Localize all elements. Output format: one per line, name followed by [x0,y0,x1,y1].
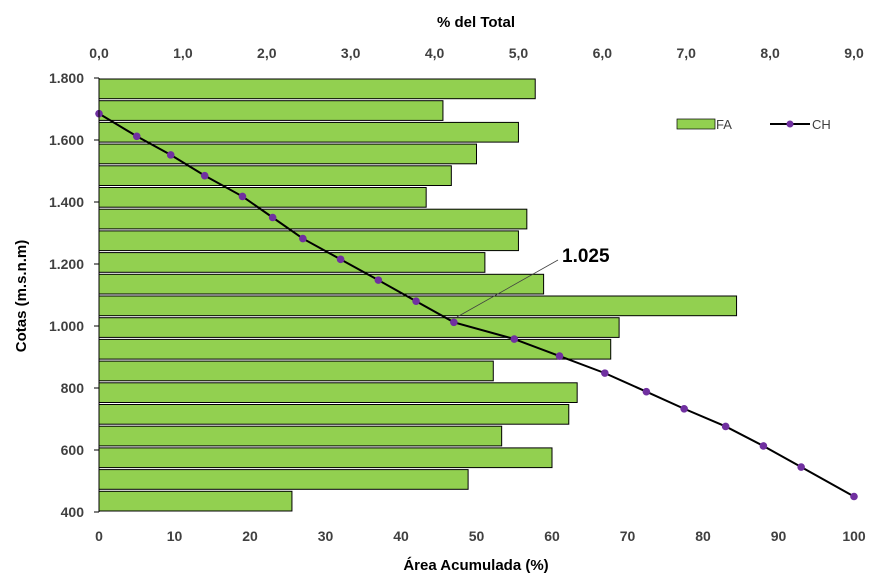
line-ch-point [374,276,383,284]
line-ch-point [601,369,609,377]
legend-label-fa: FA [716,117,732,132]
top-tick-label: 4,0 [425,45,445,61]
line-ch-point [510,335,519,343]
line-ch-point [555,352,564,360]
top-tick-label: 2,0 [257,45,277,61]
bar-fa [98,317,620,338]
y-tick-label: 1.200 [49,256,84,272]
top-tick-label: 3,0 [341,45,361,61]
y-tick-labels: 400 600 800 1.000 1.200 1.400 1.600 1.800 [49,70,99,520]
bottom-tick-label: 20 [242,528,258,544]
line-ch-point [759,442,768,450]
bottom-axis-title: Área Acumulada (%) [403,557,548,574]
bottom-tick-label: 60 [544,528,560,544]
line-ch-point [132,132,141,141]
bar-fa [98,490,293,512]
line-ch-point [336,255,345,264]
line-ch-point [200,171,209,180]
bar-fa [98,425,503,447]
legend-marker-ch [786,120,794,128]
bar-fa [98,360,494,382]
line-ch-point [268,213,277,222]
bottom-tick-label: 100 [842,528,866,544]
bar-fa [98,338,612,360]
y-tick-label: 1.000 [49,318,84,334]
line-ch-point [680,404,688,413]
bar-fa [98,382,578,403]
top-tick-label: 7,0 [676,45,696,61]
line-ch-point [450,318,458,327]
legend-swatch-fa [676,118,716,130]
line-ch-point [721,422,730,431]
bar-fa [98,404,570,425]
legend: FA CH [676,117,831,132]
top-tick-label: 6,0 [593,45,613,61]
bottom-tick-label: 50 [469,528,485,544]
bar-fa [98,100,444,121]
bar-fa [98,78,536,100]
annotation-label: 1.025 [562,246,610,267]
line-ch-point [166,151,175,159]
bottom-tick-label: 0 [95,528,103,544]
top-axis-title: % del Total [437,14,515,31]
y-tick-label: 800 [61,380,85,396]
line-ch-path [98,112,855,498]
line-ch [95,109,858,501]
bars-fa [98,78,738,512]
bar-fa [98,273,545,295]
y-tick-label: 1.800 [49,70,84,86]
line-ch-point [412,297,420,306]
top-tick-label: 5,0 [509,45,529,61]
line-ch-point [850,492,858,501]
bar-fa [98,447,553,469]
top-tick-label: 8,0 [760,45,780,61]
legend-label-ch: CH [812,117,831,132]
y-tick-label: 1.600 [49,132,84,148]
annotation-leader-line [456,259,559,318]
top-axis-tick-labels: 0,0 1,0 2,0 3,0 4,0 5,0 6,0 7,0 8,0 9,0 [89,45,864,61]
bottom-tick-label: 40 [393,528,409,544]
bottom-tick-label: 70 [620,528,636,544]
bar-fa [98,165,452,187]
line-ch-point [238,192,247,201]
bottom-tick-label: 80 [695,528,711,544]
bottom-tick-label: 30 [318,528,334,544]
bar-fa [98,208,528,230]
y-axis-title: Cotas (m.s.n.m) [13,240,30,353]
bar-fa [98,187,427,208]
top-tick-label: 9,0 [844,45,864,61]
bar-fa [98,469,469,490]
top-tick-label: 1,0 [173,45,193,61]
bottom-tick-label: 90 [771,528,787,544]
line-ch-point [299,234,307,243]
bar-fa [98,252,486,273]
top-tick-label: 0,0 [89,45,109,61]
y-tick-label: 600 [61,442,85,458]
y-tick-label: 400 [61,504,85,520]
line-ch-point [797,463,805,471]
bottom-tick-label: 10 [167,528,183,544]
bottom-axis-tick-labels: 0 10 20 30 40 50 60 70 80 90 100 [95,528,866,544]
annotation: 1.025 [456,246,610,318]
y-tick-label: 1.400 [49,194,84,210]
line-ch-point [642,387,651,396]
bar-fa [98,121,519,143]
